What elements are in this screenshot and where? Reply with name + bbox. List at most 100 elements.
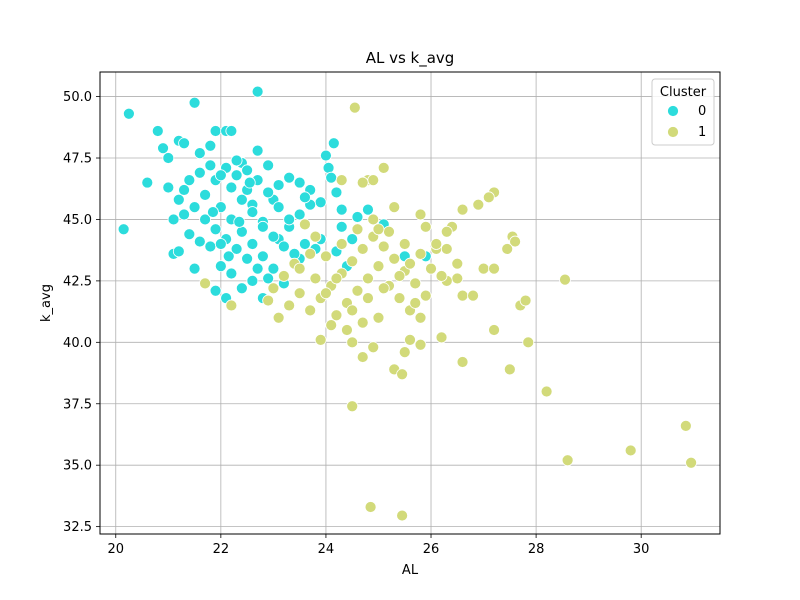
data-point-cluster-1 [440, 243, 453, 255]
data-point-cluster-0 [277, 240, 290, 253]
plot-frame [99, 71, 721, 535]
data-point-cluster-1 [346, 255, 359, 268]
data-point-cluster-1 [509, 235, 521, 248]
data-point-cluster-0 [362, 203, 374, 216]
data-point-cluster-1 [277, 270, 290, 282]
x-tick-label: 24 [318, 542, 335, 557]
data-point-cluster-0 [256, 220, 269, 233]
data-point-cluster-1 [351, 284, 364, 297]
data-point-cluster-0 [225, 267, 238, 280]
data-point-cluster-1 [425, 262, 437, 275]
data-point-cluster-0 [188, 201, 201, 214]
legend-box [651, 78, 715, 146]
data-point-cluster-0 [209, 125, 222, 137]
data-point-cluster-0 [199, 213, 211, 226]
data-point-cluster-1 [503, 363, 516, 376]
data-point-cluster-0 [193, 147, 206, 159]
data-point-cluster-0 [183, 174, 196, 187]
data-point-cluster-1 [272, 311, 285, 324]
data-point-cluster-1 [341, 324, 353, 336]
data-point-cluster-0 [267, 262, 280, 275]
data-point-cluster-1 [467, 289, 479, 302]
data-point-cluster-0 [327, 137, 340, 150]
data-point-cluster-0 [188, 96, 201, 109]
data-point-cluster-0 [235, 193, 248, 206]
series-layer [117, 85, 698, 522]
data-point-cluster-1 [383, 225, 395, 238]
data-point-cluster-1 [309, 272, 322, 285]
legend-title: Cluster [660, 85, 707, 100]
data-point-cluster-1 [348, 101, 361, 114]
data-point-cluster-1 [388, 201, 401, 214]
data-point-cluster-1 [335, 174, 348, 187]
data-point-cluster-0 [335, 203, 348, 216]
data-point-cluster-0 [272, 201, 285, 214]
data-point-cluster-1 [451, 257, 464, 270]
data-point-cluster-0 [222, 250, 235, 263]
data-point-cluster-1 [561, 454, 574, 467]
y-tick-label: 40.0 [63, 336, 92, 351]
data-point-cluster-0 [283, 171, 296, 184]
data-point-cluster-0 [262, 186, 275, 199]
data-point-cluster-1 [440, 225, 453, 238]
data-point-cluster-0 [188, 262, 201, 275]
data-point-cluster-1 [377, 161, 390, 174]
data-point-cluster-1 [356, 316, 369, 329]
data-point-cluster-0 [178, 184, 190, 196]
data-point-cluster-1 [346, 304, 359, 317]
data-point-cluster-0 [172, 245, 185, 258]
data-point-cluster-0 [346, 233, 359, 246]
data-point-cluster-1 [304, 304, 317, 317]
data-point-cluster-1 [267, 282, 280, 295]
data-point-cluster-1 [488, 262, 500, 275]
data-point-cluster-0 [199, 188, 211, 201]
data-point-cluster-1 [398, 346, 411, 359]
x-tick-label: 20 [107, 542, 124, 557]
data-point-cluster-0 [204, 159, 217, 172]
data-point-cluster-1 [372, 260, 385, 273]
data-point-cluster-1 [364, 501, 377, 513]
data-point-cluster-0 [141, 176, 154, 189]
y-axis-label: k_avg [39, 284, 54, 322]
data-point-cluster-0 [241, 164, 254, 177]
x-axis-label: AL [402, 563, 419, 578]
y-tick-label: 37.5 [63, 397, 92, 412]
data-point-cluster-1 [559, 273, 571, 286]
data-point-cluster-0 [251, 85, 264, 98]
data-point-cluster-0 [183, 228, 196, 241]
data-point-cluster-0 [167, 213, 180, 226]
data-point-cluster-1 [299, 218, 311, 231]
data-point-cluster-0 [262, 159, 275, 172]
data-point-cluster-1 [367, 341, 380, 354]
data-point-cluster-1 [372, 311, 385, 324]
data-point-cluster-0 [293, 176, 306, 189]
data-point-cluster-1 [414, 338, 427, 351]
data-point-cluster-0 [246, 274, 259, 287]
data-point-cluster-1 [262, 294, 275, 307]
data-point-cluster-1 [685, 456, 698, 469]
data-point-cluster-1 [679, 419, 692, 432]
legend-marker-cluster-0 [667, 105, 679, 117]
data-point-cluster-0 [178, 208, 190, 221]
data-point-cluster-1 [624, 444, 637, 457]
data-point-cluster-0 [299, 191, 311, 204]
y-tick-label: 32.5 [63, 520, 92, 535]
data-point-cluster-1 [435, 270, 448, 282]
data-point-cluster-1 [451, 272, 464, 285]
data-point-cluster-0 [288, 247, 301, 260]
data-point-cluster-0 [322, 161, 335, 174]
data-point-cluster-1 [346, 336, 359, 349]
legend-marker-cluster-1 [667, 126, 679, 138]
data-point-cluster-0 [320, 149, 332, 162]
data-point-cluster-1 [293, 262, 306, 275]
data-point-cluster-0 [230, 154, 243, 167]
data-point-cluster-1 [325, 319, 338, 332]
data-point-cluster-1 [393, 292, 406, 304]
data-point-cluster-0 [214, 169, 227, 182]
data-point-cluster-1 [356, 243, 369, 255]
data-point-cluster-0 [235, 282, 248, 295]
data-point-cluster-1 [309, 230, 322, 243]
data-point-cluster-0 [162, 181, 175, 194]
data-point-cluster-1 [351, 223, 364, 236]
data-point-cluster-0 [193, 166, 206, 179]
